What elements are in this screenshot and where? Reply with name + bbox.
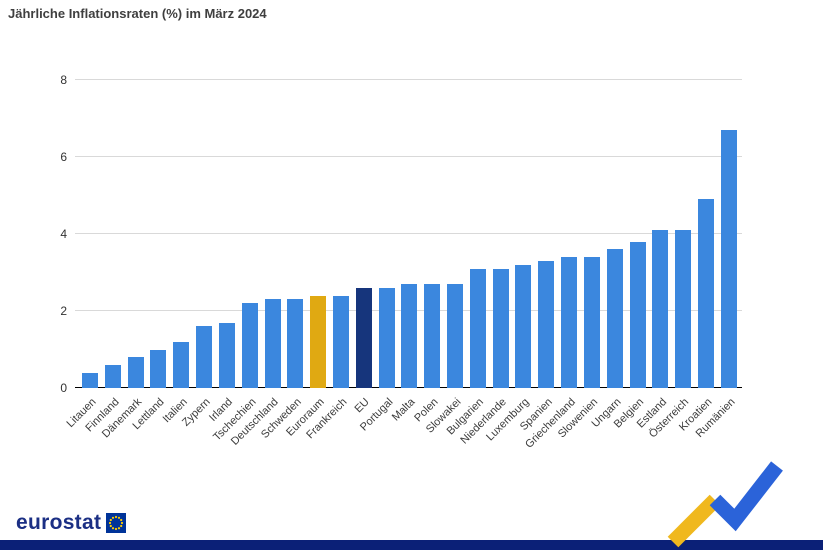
- bar-euroraum: [310, 295, 327, 388]
- bar-column: Spanien: [518, 80, 555, 433]
- bar-belgien: [629, 241, 646, 388]
- bar-zypern: [196, 326, 213, 388]
- bar-column: Malta: [390, 80, 418, 424]
- plot-area: 0 2 4 6 8 Litauen Finnland Dänemark Lettland Ita…: [60, 73, 742, 451]
- bar-österreich: [675, 230, 692, 388]
- y-tick-label: 6: [60, 150, 67, 164]
- bar-series: Litauen Finnland Dänemark Lettland Italien Zy…: [64, 80, 737, 451]
- bar-column: Österreich: [647, 80, 692, 440]
- bar-column: Litauen: [64, 80, 98, 430]
- bar-column: Italien: [160, 80, 190, 425]
- bar-kroatien: [697, 199, 714, 388]
- bar-column: Bulgarien: [445, 80, 486, 437]
- y-tick-label: 8: [60, 73, 67, 87]
- bar-column: Belgien: [612, 80, 646, 430]
- bar-dänemark: [127, 357, 144, 388]
- y-tick-label: 2: [60, 304, 67, 318]
- bar-lettland: [150, 349, 167, 388]
- bar-column: Slowenien: [556, 80, 600, 440]
- eu-flag-icon: [106, 513, 127, 533]
- bar-litauen: [82, 372, 98, 388]
- bar-griechenland: [561, 257, 578, 388]
- bottom-strip: [0, 540, 823, 550]
- y-tick-label: 4: [60, 227, 67, 241]
- bar-column: Niederlande: [459, 80, 509, 446]
- bar-portugal: [378, 287, 395, 388]
- bar-eu: [355, 287, 372, 388]
- bar-column: Frankreich: [304, 80, 349, 441]
- bar-column: Schweden: [259, 80, 304, 441]
- bar-ungarn: [606, 249, 623, 388]
- bar-column: Zypern: [180, 80, 213, 429]
- bar-irland: [218, 322, 235, 388]
- bar-column: Ungarn: [589, 80, 623, 430]
- bar-column: Irland: [207, 80, 235, 424]
- x-tick-label: Malta: [390, 396, 418, 424]
- eurostat-logo-mark-icon: [667, 461, 783, 548]
- y-tick-label: 0: [60, 381, 67, 395]
- bar-slowakei: [447, 284, 463, 388]
- bar-polen: [424, 284, 441, 388]
- bar-column: Rumänien: [693, 80, 737, 440]
- bar-frankreich: [332, 295, 349, 388]
- eurostat-logo: eurostat: [16, 511, 127, 535]
- bar-column: Griechenland: [523, 80, 578, 451]
- bar-column: Euroraum: [284, 80, 327, 439]
- bar-column: EU: [353, 80, 372, 415]
- bar-bulgarien: [469, 268, 486, 388]
- bar-luxemburg: [515, 264, 532, 388]
- chart-title: Jährliche Inflationsraten (%) im März 20…: [8, 6, 267, 21]
- bar-slowenien: [583, 257, 600, 388]
- bar-schweden: [287, 299, 304, 388]
- bar-finnland: [104, 364, 121, 388]
- bar-column: Finnland: [83, 80, 121, 434]
- bar-column: Polen: [412, 80, 441, 424]
- bar-estland: [652, 230, 669, 388]
- gridline: [75, 79, 742, 80]
- gridline: [75, 156, 742, 157]
- bar-column: Lettland: [131, 80, 167, 432]
- bar-rumänien: [720, 130, 737, 388]
- bar-column: Kroatien: [677, 80, 714, 433]
- eurostat-wordmark: eurostat: [16, 511, 102, 534]
- bar-column: Luxemburg: [485, 80, 532, 443]
- bar-niederlande: [492, 268, 509, 388]
- y-axis-labels: 0 2 4 6 8: [35, 73, 67, 395]
- bar-italien: [173, 341, 190, 388]
- bar-column: Tschechien: [211, 80, 258, 443]
- bar-malta: [401, 284, 418, 388]
- bar-column: Slowakei: [424, 80, 463, 436]
- bar-column: Dänemark: [100, 80, 144, 440]
- bar-column: Portugal: [358, 80, 395, 433]
- gridline: [75, 233, 742, 234]
- bar-tschechien: [241, 303, 258, 388]
- bar-column: Deutschland: [229, 80, 281, 448]
- bar-column: Estland: [634, 80, 669, 430]
- bar-deutschland: [264, 299, 281, 388]
- bar-spanien: [538, 260, 555, 388]
